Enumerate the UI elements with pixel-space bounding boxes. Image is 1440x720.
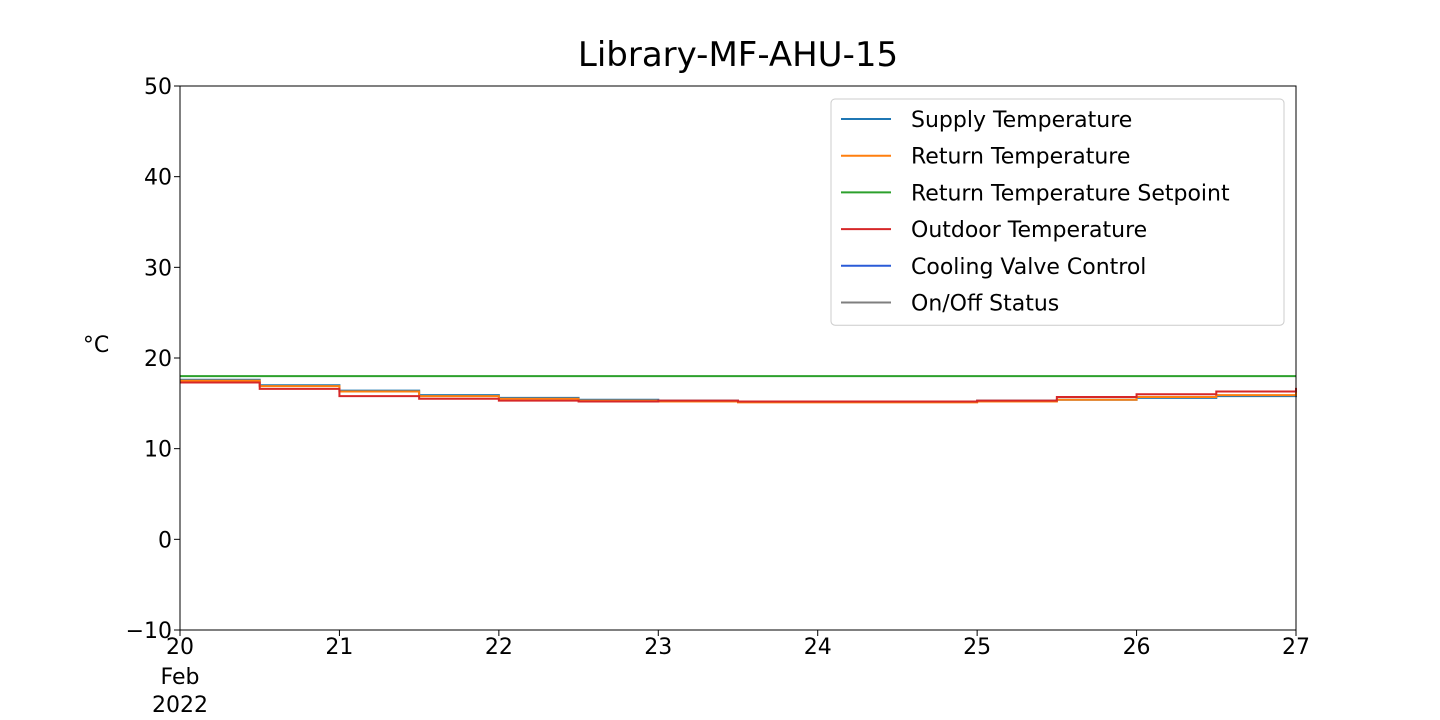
- x-tick-sublabel: 2022: [152, 693, 208, 718]
- legend-label-return-temperature-setpoint: Return Temperature Setpoint: [911, 181, 1230, 206]
- chart-title: Library-MF-AHU-15: [578, 35, 898, 75]
- x-tick-label: 20: [166, 635, 194, 660]
- y-tick-label: 40: [144, 166, 172, 191]
- y-tick-label: 50: [144, 75, 172, 100]
- series-line-outdoor-temperature: [180, 381, 1297, 403]
- y-tick-label: −10: [126, 619, 172, 644]
- y-axis-label: °C: [83, 333, 109, 358]
- y-tick-label: 20: [144, 347, 172, 372]
- x-tick-label: 23: [644, 635, 672, 660]
- legend-label-return-temperature: Return Temperature: [911, 145, 1130, 170]
- legend-box: [830, 98, 1285, 326]
- legend-label-supply-temperature: Supply Temperature: [911, 108, 1132, 133]
- x-tick-label: 24: [804, 635, 832, 660]
- x-tick-label: 25: [963, 635, 991, 660]
- legend-label-cooling-valve-control: Cooling Valve Control: [911, 255, 1146, 280]
- x-tick-label: 21: [325, 635, 353, 660]
- x-tick-label: 27: [1282, 635, 1310, 660]
- x-tick-sublabel: Feb: [161, 665, 200, 690]
- legend: Supply Temperature Return Temperature Retu…: [830, 98, 1285, 326]
- y-tick-label: 30: [144, 256, 172, 281]
- y-tick-label: 10: [144, 438, 172, 463]
- x-tick-label: 26: [1123, 635, 1151, 660]
- x-tick-label: 22: [485, 635, 513, 660]
- legend-label-outdoor-temperature: Outdoor Temperature: [911, 218, 1147, 243]
- legend-label-on-off-status: On/Off Status: [911, 292, 1059, 317]
- series-line-return-temperature: [180, 379, 1297, 404]
- y-tick-label: 0: [158, 528, 172, 553]
